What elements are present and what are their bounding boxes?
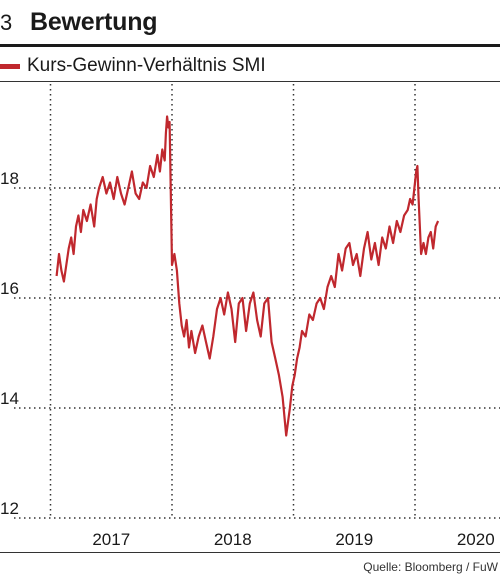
- legend: Kurs-Gewinn-Verhältnis SMI: [0, 54, 266, 78]
- legend-swatch: [0, 63, 20, 69]
- legend-rule: [0, 81, 500, 82]
- y-tick-label: 12: [0, 499, 19, 518]
- source-note: Quelle: Bloomberg / FuW: [363, 560, 498, 574]
- bottom-rule: [0, 552, 500, 553]
- chart-title: Bewertung: [30, 8, 158, 36]
- series-line: [55, 115, 440, 437]
- y-tick-label: 18: [0, 169, 19, 188]
- x-tick-label: 2019: [335, 530, 373, 549]
- x-tick-label: 2017: [92, 530, 130, 549]
- chart-header: 3 Bewertung: [0, 4, 500, 40]
- x-tick-label: 2020: [457, 530, 495, 549]
- figure-number: 3: [0, 10, 13, 35]
- y-tick-label: 16: [0, 279, 19, 298]
- x-tick-label: 2018: [214, 530, 252, 549]
- legend-label: Kurs-Gewinn-Verhältnis SMI: [27, 55, 266, 76]
- title-rule: [0, 44, 500, 47]
- y-tick-label: 14: [0, 389, 19, 408]
